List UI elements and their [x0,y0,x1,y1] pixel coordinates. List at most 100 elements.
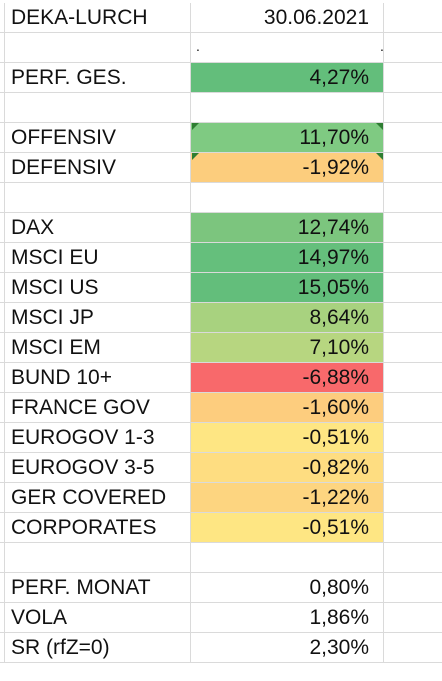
cell-label[interactable] [5,183,191,213]
cell-label[interactable]: OFFENSIV [5,123,191,153]
cell-label[interactable]: MSCI EU [5,243,191,273]
cell-label[interactable]: SR (rfZ=0) [5,633,191,663]
cell-empty[interactable] [384,573,442,603]
cell-value[interactable] [191,543,384,573]
cell-empty[interactable] [384,153,442,183]
cell-gutter[interactable] [0,633,5,663]
cell-label[interactable]: DEKA-LURCH [5,3,191,33]
cell-value[interactable]: -1,92% [191,153,384,183]
comment-indicator-icon[interactable] [376,153,383,160]
cell-value[interactable]: -1,22% [191,483,384,513]
cell-value[interactable]: 14,97% [191,243,384,273]
sheet-row: DEFENSIV -1,92% [0,153,442,183]
cell-empty[interactable] [384,453,442,483]
comment-indicator-icon[interactable] [192,153,199,160]
cell-label[interactable]: EUROGOV 1-3 [5,423,191,453]
cell-gutter[interactable] [0,303,5,333]
cell-value[interactable]: -0,51% [191,513,384,543]
cell-gutter[interactable] [0,333,5,363]
cell-label[interactable]: CORPORATES [5,513,191,543]
cell-value[interactable]: 2,30% [191,633,384,663]
sheet-row: MSCI EM 7,10% [0,333,442,363]
cell-value[interactable]: 0,80% [191,573,384,603]
sheet-row: .. [0,33,442,63]
cell-empty[interactable] [384,363,442,393]
cell-empty[interactable] [384,543,442,573]
sheet-row: PERF. GES. 4,27% [0,63,442,93]
sheet-row: EUROGOV 1-3 -0,51% [0,423,442,453]
cell-value[interactable] [191,183,384,213]
cell-gutter[interactable] [0,273,5,303]
cell-label[interactable]: MSCI JP [5,303,191,333]
cell-label[interactable] [5,93,191,123]
cell-empty[interactable] [384,393,442,423]
cell-empty[interactable] [384,183,442,213]
cell-gutter[interactable] [0,543,5,573]
cell-value[interactable]: -0,51% [191,423,384,453]
comment-indicator-icon[interactable] [192,123,199,130]
cell-gutter[interactable] [0,63,5,93]
cell-gutter[interactable] [0,453,5,483]
sheet-row: FRANCE GOV -1,60% [0,393,442,423]
cell-gutter[interactable] [0,483,5,513]
cell-empty[interactable] [384,513,442,543]
cell-value[interactable] [191,93,384,123]
cell-label[interactable]: EUROGOV 3-5 [5,453,191,483]
cell-label[interactable] [5,543,191,573]
cell-empty[interactable] [384,213,442,243]
cell-empty[interactable] [384,243,442,273]
cell-gutter[interactable] [0,213,5,243]
cell-empty[interactable] [384,483,442,513]
cell-empty[interactable] [384,3,442,33]
cell-gutter[interactable] [0,243,5,273]
comment-indicator-icon[interactable] [376,123,383,130]
cell-value[interactable]: 15,05% [191,273,384,303]
sheet-row: VOLA 1,86% [0,603,442,633]
cell-value[interactable]: 12,74% [191,213,384,243]
cell-gutter[interactable] [0,153,5,183]
cell-value[interactable]: 11,70% [191,123,384,153]
cell-empty[interactable] [384,603,442,633]
cell-value[interactable] [191,33,384,63]
cell-gutter[interactable] [0,393,5,423]
cell-empty[interactable] [384,633,442,663]
cell-empty[interactable] [384,273,442,303]
sheet-row: DAX 12,74% [0,213,442,243]
cell-gutter[interactable] [0,123,5,153]
cell-empty[interactable] [384,63,442,93]
cell-gutter[interactable] [0,3,5,33]
cell-value[interactable]: 1,86% [191,603,384,633]
cell-label[interactable]: PERF. MONAT [5,573,191,603]
cell-empty[interactable] [384,93,442,123]
cell-gutter[interactable] [0,93,5,123]
cell-value[interactable]: -1,60% [191,393,384,423]
cell-value[interactable]: 30.06.2021 [191,3,384,33]
cell-gutter[interactable] [0,603,5,633]
cell-value[interactable]: 8,64% [191,303,384,333]
cell-empty[interactable] [384,333,442,363]
cell-value[interactable]: 4,27% [191,63,384,93]
cell-label[interactable]: BUND 10+ [5,363,191,393]
cell-value[interactable]: -0,82% [191,453,384,483]
cell-gutter[interactable] [0,513,5,543]
cell-empty[interactable] [384,33,442,63]
cell-gutter[interactable] [0,573,5,603]
cell-value[interactable]: 7,10% [191,333,384,363]
cell-label[interactable]: PERF. GES. [5,63,191,93]
cell-label[interactable]: VOLA [5,603,191,633]
cell-label[interactable]: DEFENSIV [5,153,191,183]
cell-label[interactable]: DAX [5,213,191,243]
cell-gutter[interactable] [0,33,5,63]
cell-gutter[interactable] [0,423,5,453]
cell-label[interactable] [5,33,191,63]
cell-label[interactable]: FRANCE GOV [5,393,191,423]
cell-gutter[interactable] [0,363,5,393]
cell-gutter[interactable] [0,183,5,213]
cell-value[interactable]: -6,88% [191,363,384,393]
cell-empty[interactable] [384,123,442,153]
cell-empty[interactable] [384,423,442,453]
cell-label[interactable]: MSCI EM [5,333,191,363]
cell-label[interactable]: MSCI US [5,273,191,303]
cell-label[interactable]: GER COVERED [5,483,191,513]
cell-empty[interactable] [384,303,442,333]
